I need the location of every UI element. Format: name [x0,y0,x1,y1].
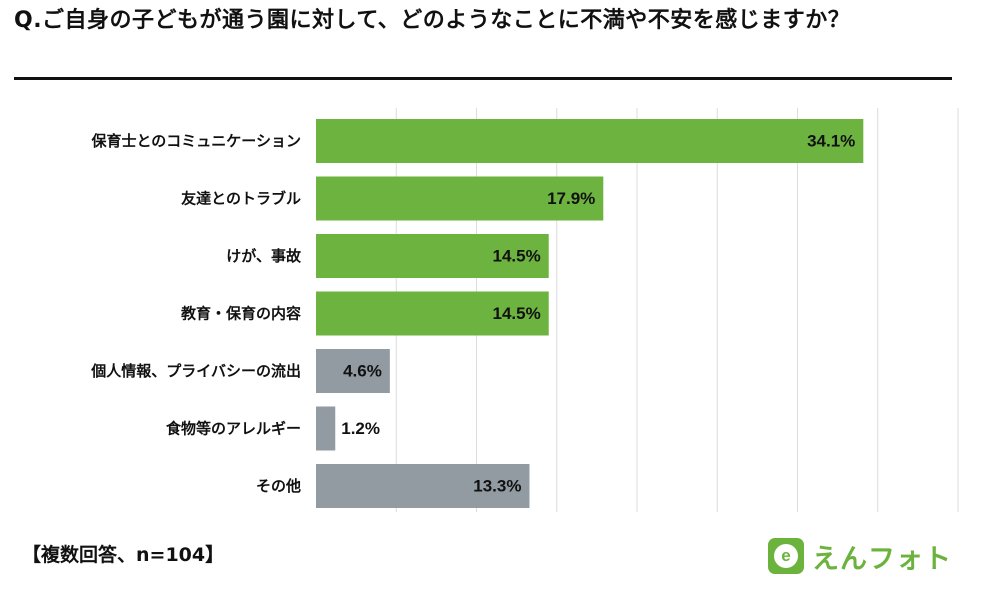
value-label: 1.2% [341,419,380,438]
category-label: 教育・保育の内容 [180,305,301,323]
value-label: 14.5% [493,304,541,323]
category-label: 友達とのトラブル [181,190,301,208]
enphoto-logo: e えんフォト [768,536,952,576]
enphoto-logo-text: えんフォト [812,543,952,575]
title-underline [14,77,952,80]
value-label: 17.9% [547,189,595,208]
enphoto-logo-icon: e [768,538,804,574]
value-label: 34.1% [807,132,855,151]
bar [316,234,549,278]
category-label: 個人情報、プライバシーの流出 [90,362,301,380]
bar [316,406,336,451]
bar [316,176,604,221]
bar [316,349,390,393]
bar [316,464,530,508]
category-label: その他 [256,477,301,495]
value-label: 14.5% [493,247,541,266]
category-label: けが、事故 [226,247,302,265]
bar [316,291,549,336]
sample-note: 【複数回答、n=104】 [22,544,225,566]
bar-chart: 保育士とのコミュニケーション 34.1% 友達とのトラブル 17.9% けが、事故 14.… [90,108,959,512]
category-label: 食物等のアレルギー [166,420,301,438]
chart-title: Q.ご自身の子どもが通う園に対して、どのようなことに不満や不安を感じますか？ [14,8,851,33]
value-label: 13.3% [473,477,521,496]
bar [316,119,864,163]
value-label: 4.6% [343,362,382,381]
category-label: 保育士とのコミュニケーション [90,132,301,150]
